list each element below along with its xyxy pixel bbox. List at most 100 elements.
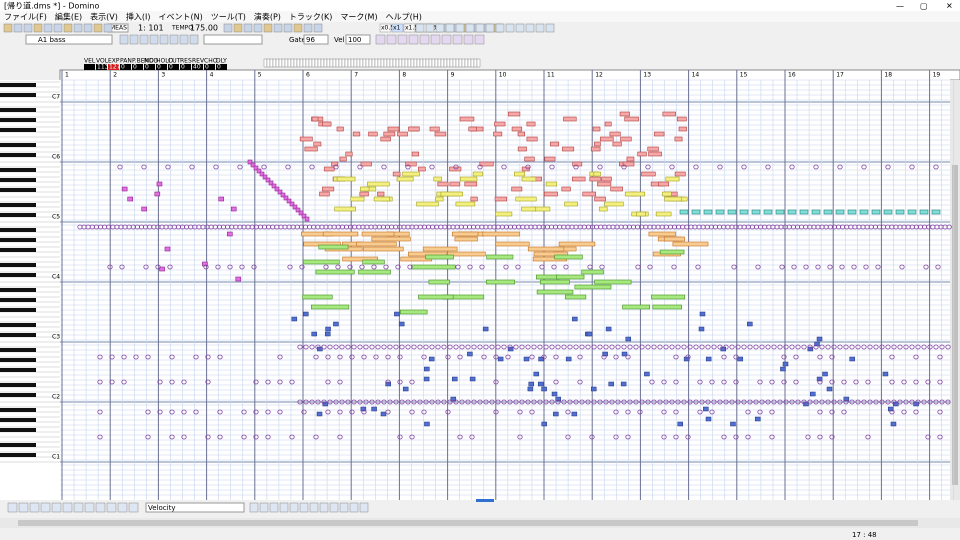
note[interactable] — [435, 344, 441, 350]
note[interactable] — [407, 264, 413, 270]
note[interactable] — [645, 399, 651, 405]
note[interactable] — [636, 211, 646, 217]
note[interactable] — [695, 264, 701, 270]
note[interactable] — [395, 264, 401, 270]
note[interactable] — [253, 379, 259, 385]
note[interactable] — [889, 379, 895, 385]
tool-button[interactable] — [53, 23, 63, 33]
note[interactable] — [265, 379, 271, 385]
note[interactable] — [495, 399, 501, 405]
note[interactable] — [373, 354, 379, 360]
note[interactable] — [309, 399, 315, 405]
note[interactable] — [361, 231, 395, 237]
note[interactable] — [907, 209, 917, 215]
note[interactable] — [418, 166, 426, 172]
note[interactable] — [945, 399, 951, 405]
note[interactable] — [495, 344, 501, 350]
note[interactable] — [763, 209, 773, 215]
note[interactable] — [610, 186, 623, 192]
note[interactable] — [622, 304, 650, 310]
note[interactable] — [241, 409, 247, 415]
note[interactable] — [831, 399, 837, 405]
note[interactable] — [677, 421, 683, 427]
note[interactable] — [913, 409, 919, 415]
note[interactable] — [757, 409, 763, 415]
note[interactable] — [597, 181, 612, 187]
note[interactable] — [517, 409, 523, 415]
note[interactable] — [747, 344, 753, 350]
note[interactable] — [705, 344, 711, 350]
tool-button[interactable] — [43, 23, 53, 33]
tool-button[interactable] — [465, 23, 475, 33]
note[interactable] — [425, 254, 454, 260]
note[interactable] — [336, 126, 344, 132]
note[interactable] — [801, 344, 807, 350]
note[interactable] — [529, 354, 535, 360]
note[interactable] — [455, 264, 461, 270]
tool-button[interactable] — [273, 23, 283, 33]
note[interactable] — [622, 161, 635, 167]
note[interactable] — [387, 399, 393, 405]
note[interactable] — [333, 321, 339, 327]
note[interactable] — [737, 356, 744, 362]
note[interactable] — [482, 326, 489, 332]
note[interactable] — [333, 399, 339, 405]
note[interactable] — [601, 354, 607, 360]
note[interactable] — [597, 164, 603, 170]
note[interactable] — [633, 344, 639, 350]
note[interactable] — [883, 209, 893, 215]
note[interactable] — [367, 181, 390, 187]
note[interactable] — [673, 409, 679, 415]
note[interactable] — [933, 399, 939, 405]
note[interactable] — [218, 196, 225, 202]
note[interactable] — [154, 191, 161, 197]
note[interactable] — [895, 209, 905, 215]
note[interactable] — [571, 176, 586, 182]
note[interactable] — [250, 162, 256, 168]
note[interactable] — [477, 344, 483, 350]
note[interactable] — [664, 196, 682, 202]
note[interactable] — [301, 213, 307, 219]
note[interactable] — [815, 264, 821, 270]
note[interactable] — [336, 176, 356, 182]
note[interactable] — [901, 379, 907, 385]
note[interactable] — [780, 366, 786, 372]
note[interactable] — [843, 396, 850, 402]
note[interactable] — [729, 344, 735, 350]
menu-item[interactable]: ツール(T) — [211, 13, 246, 22]
note[interactable] — [315, 399, 321, 405]
tool-button[interactable] — [269, 502, 279, 513]
note[interactable] — [375, 399, 381, 405]
note[interactable] — [335, 264, 341, 270]
note[interactable] — [679, 209, 689, 215]
tool-button[interactable] — [263, 23, 273, 33]
note[interactable] — [479, 161, 494, 167]
note[interactable] — [652, 304, 683, 310]
note[interactable] — [705, 356, 712, 362]
note[interactable] — [360, 406, 367, 412]
note[interactable] — [454, 236, 478, 242]
note[interactable] — [265, 177, 271, 183]
note[interactable] — [337, 409, 343, 415]
note[interactable] — [97, 379, 103, 385]
note[interactable] — [545, 181, 558, 187]
note[interactable] — [299, 136, 313, 142]
note[interactable] — [333, 164, 339, 170]
note[interactable] — [771, 344, 777, 350]
note[interactable] — [479, 264, 485, 270]
note[interactable] — [165, 164, 171, 170]
tool-button[interactable] — [359, 502, 369, 513]
tool-button[interactable] — [139, 34, 149, 45]
note[interactable] — [451, 231, 479, 237]
note[interactable] — [469, 434, 475, 440]
maximize[interactable]: ▢ — [920, 2, 928, 11]
note[interactable] — [627, 399, 633, 405]
note[interactable] — [620, 381, 627, 387]
note[interactable] — [709, 379, 715, 385]
note[interactable] — [428, 356, 435, 362]
note[interactable] — [782, 361, 789, 367]
note[interactable] — [387, 344, 393, 350]
note[interactable] — [543, 191, 558, 197]
note[interactable] — [909, 344, 915, 350]
h-scroll-thumb[interactable] — [18, 520, 918, 526]
